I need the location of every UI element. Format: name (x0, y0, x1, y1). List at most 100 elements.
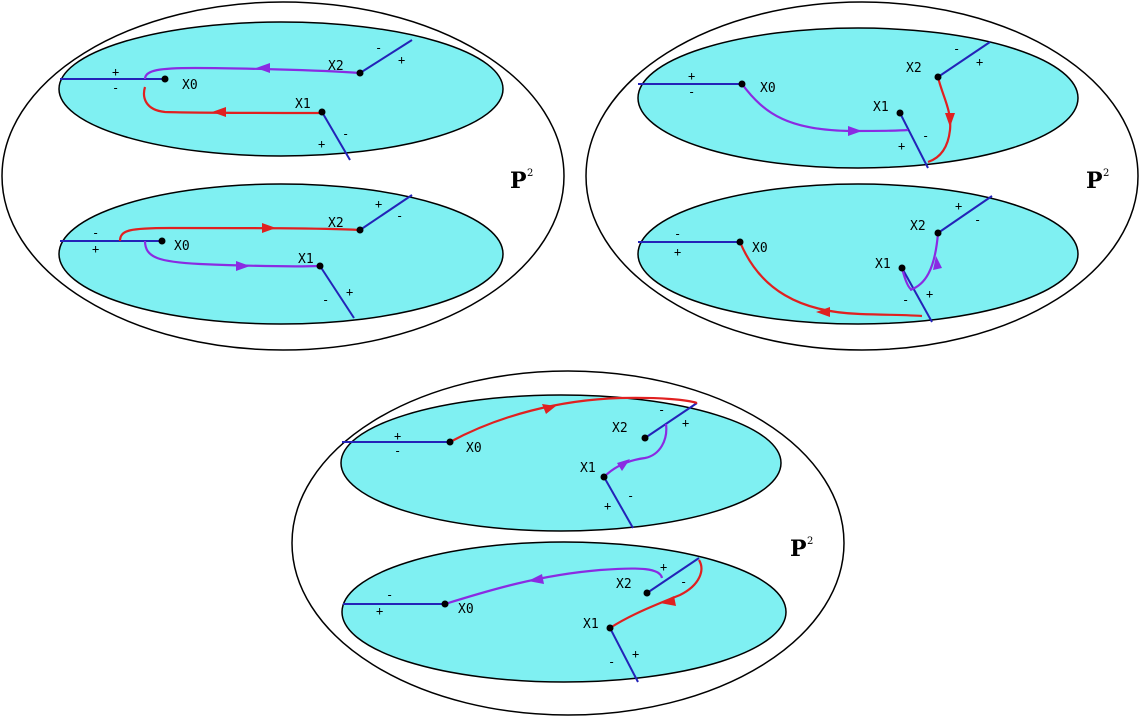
arrow-red (660, 596, 676, 606)
sign: + (955, 199, 962, 213)
sign: + (376, 604, 383, 618)
sheet-ellipse (637, 183, 1079, 325)
outer-ellipse (291, 370, 845, 716)
label-x2: X2 (906, 61, 922, 76)
sign: + (976, 55, 983, 69)
arrow-red (945, 113, 955, 127)
point-x2 (356, 69, 364, 77)
sheet-ellipse (341, 541, 787, 683)
sign: + (394, 429, 401, 443)
sign: + (688, 69, 695, 83)
point-x0 (158, 237, 166, 245)
cut-x2 (937, 195, 993, 234)
point-x0 (446, 438, 454, 446)
label-x2: X2 (616, 577, 632, 592)
arrow-purple (236, 261, 250, 271)
point-x2 (934, 229, 942, 237)
space-exponent: 2 (527, 168, 533, 179)
point-x0 (161, 75, 169, 83)
arrow-purple (256, 63, 270, 73)
panel-top-right: X0 X2 X1 + - - + - + X0 X2 X1 (585, 1, 1139, 351)
cut-x2 (644, 402, 698, 439)
point-x2 (641, 434, 649, 442)
space-label: P (790, 536, 807, 562)
label-x0: X0 (752, 241, 768, 256)
cut-x1 (319, 265, 355, 319)
sign: + (660, 560, 667, 574)
point-x1 (600, 473, 608, 481)
arrow-red (212, 107, 226, 117)
sign: + (112, 65, 119, 79)
path-red (142, 86, 323, 115)
arrow-red (262, 223, 276, 233)
upper-sheet: X0 X2 X1 + - - + - + (58, 21, 504, 161)
path-purple (603, 423, 668, 478)
path-red (118, 226, 361, 242)
label-x1: X1 (583, 617, 599, 632)
cut-x2 (359, 194, 413, 231)
point-x0 (441, 600, 449, 608)
sign: - (375, 41, 382, 55)
path-red (449, 396, 698, 443)
path-purple (444, 567, 664, 606)
path-purple (909, 232, 940, 292)
sign: + (682, 416, 689, 430)
sign: - (680, 575, 687, 589)
outer-ellipse (585, 1, 1139, 351)
label-x1: X1 (580, 461, 596, 476)
sign: + (318, 137, 325, 151)
space-exponent: 2 (1103, 168, 1109, 179)
sign: + (674, 245, 681, 259)
sign: - (608, 655, 615, 669)
sign: - (394, 444, 401, 458)
point-x0 (738, 80, 746, 88)
point-x2 (643, 589, 651, 597)
label-x0: X0 (174, 239, 190, 254)
sign: - (974, 213, 981, 227)
sheet-ellipse (58, 183, 504, 325)
cut-x1 (899, 112, 929, 169)
point-x1 (896, 109, 904, 117)
sign: - (386, 588, 393, 602)
sign: + (375, 197, 382, 211)
cut-x2 (937, 41, 991, 78)
sign: - (627, 489, 634, 503)
label-x0: X0 (466, 441, 482, 456)
sign: + (604, 499, 611, 513)
cut-x1 (901, 267, 933, 323)
cut-x1 (321, 111, 351, 161)
path-purple (741, 83, 909, 133)
space-exponent: 2 (807, 536, 813, 547)
sign: - (922, 129, 929, 143)
point-x2 (356, 226, 364, 234)
point-x1 (898, 264, 906, 272)
label-x2: X2 (328, 216, 344, 231)
lower-sheet: X0 X2 X1 - + + - + - (637, 183, 1079, 325)
label-x0: X0 (458, 602, 474, 617)
point-x1 (316, 262, 324, 270)
sign: - (953, 42, 960, 56)
label-x1: X1 (875, 257, 891, 272)
label-x1: X1 (873, 100, 889, 115)
point-x1 (318, 108, 326, 116)
panel-top-left: X0 X2 X1 + - - + - + X0 X2 X1 - (1, 1, 565, 351)
sign: + (632, 647, 639, 661)
arrow-purple (528, 574, 544, 584)
upper-sheet: X0 X2 X1 + - - + - + (637, 27, 1079, 169)
sign: - (674, 227, 681, 241)
path-purple (143, 66, 361, 80)
panel-bottom-center: X0 X2 X1 + - - + - + X0 X2 X1 - (291, 370, 845, 716)
cut-x1 (609, 627, 639, 683)
sign: + (346, 285, 353, 299)
sign: - (112, 81, 119, 95)
arrow-purple (848, 126, 862, 136)
space-label: P (510, 168, 527, 194)
arrow-red (542, 404, 556, 414)
sign: - (322, 293, 329, 307)
sign: - (342, 127, 349, 141)
upper-sheet: X0 X2 X1 + - - + - + (340, 394, 782, 532)
path-red (609, 559, 703, 629)
path-red (927, 76, 952, 164)
sign: - (902, 293, 909, 307)
